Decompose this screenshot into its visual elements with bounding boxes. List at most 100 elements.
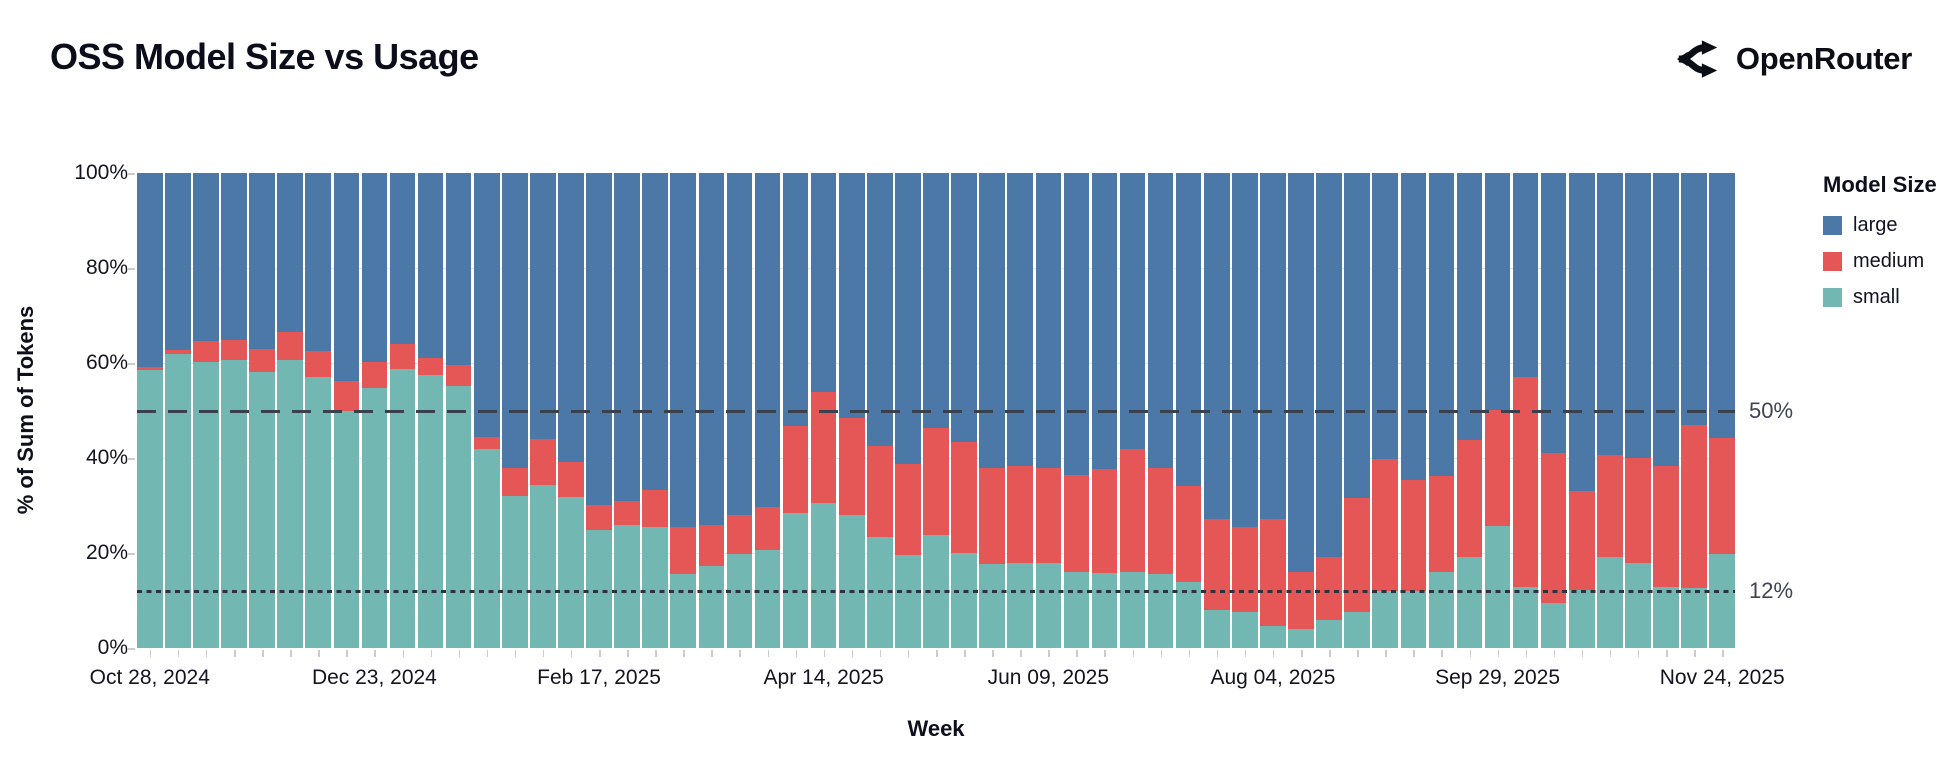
bar-week-30[interactable]	[951, 173, 977, 648]
bar-week-32[interactable]	[1007, 173, 1033, 648]
bar-week-34[interactable]	[1063, 173, 1090, 648]
bar-week-56[interactable]	[1681, 173, 1707, 648]
bar-week-24[interactable]	[782, 173, 809, 648]
segment-large	[333, 173, 360, 381]
bar-week-15[interactable]	[530, 173, 556, 648]
bar-week-57[interactable]	[1709, 173, 1735, 648]
bar-week-2[interactable]	[165, 173, 191, 648]
bar-week-51[interactable]	[1540, 173, 1567, 648]
bar-week-44[interactable]	[1344, 173, 1370, 648]
segment-medium	[445, 364, 472, 386]
bar-week-33[interactable]	[1035, 173, 1062, 648]
x-tick-mark	[879, 650, 882, 657]
segment-small	[333, 411, 360, 648]
segment-small	[698, 565, 725, 648]
segment-medium	[838, 418, 865, 515]
bar-week-3[interactable]	[193, 173, 219, 648]
segment-medium	[502, 468, 528, 496]
bar-week-23[interactable]	[754, 173, 781, 648]
segment-large	[445, 173, 472, 365]
segment-large	[1147, 173, 1174, 469]
segment-large	[923, 173, 949, 428]
bar-week-20[interactable]	[670, 173, 697, 648]
bar-week-13[interactable]	[473, 173, 500, 648]
legend-swatch-large	[1823, 216, 1842, 235]
segment-medium	[951, 441, 977, 553]
bar-week-28[interactable]	[895, 173, 921, 648]
segment-large	[754, 173, 781, 508]
bar-week-6[interactable]	[277, 173, 303, 648]
legend-swatch-small	[1823, 288, 1842, 307]
segment-small	[1625, 562, 1651, 648]
segment-large	[698, 173, 725, 525]
x-tick-mark	[1244, 650, 1247, 657]
bar-week-16[interactable]	[558, 173, 584, 648]
segment-small	[670, 574, 697, 648]
bar-week-27[interactable]	[867, 173, 893, 648]
bar-week-10[interactable]	[389, 173, 416, 648]
segment-small	[530, 485, 556, 648]
bar-week-5[interactable]	[249, 173, 275, 648]
segment-large	[895, 173, 921, 465]
bar-week-41[interactable]	[1260, 173, 1286, 648]
segment-large	[473, 173, 500, 437]
bar-week-1[interactable]	[137, 173, 163, 648]
bar-week-31[interactable]	[979, 173, 1005, 648]
bar-week-37[interactable]	[1147, 173, 1174, 648]
bar-week-22[interactable]	[726, 173, 753, 648]
segment-medium	[1540, 453, 1567, 604]
openrouter-logo[interactable]: OpenRouter	[1676, 36, 1912, 82]
bar-week-42[interactable]	[1288, 173, 1314, 648]
bar-week-43[interactable]	[1316, 173, 1342, 648]
segment-medium	[249, 349, 275, 372]
bar-week-35[interactable]	[1091, 173, 1118, 648]
x-tick-mark	[851, 650, 854, 657]
segment-large	[558, 173, 584, 462]
x-tick-label-Aug 04, 2025: Aug 04, 2025	[1210, 666, 1336, 689]
segment-large	[1653, 173, 1679, 466]
bar-week-39[interactable]	[1203, 173, 1230, 648]
bar-week-21[interactable]	[698, 173, 725, 648]
segment-medium	[1456, 439, 1483, 558]
x-tick-mark	[964, 650, 966, 657]
segment-large	[838, 173, 865, 419]
bar-week-48[interactable]	[1456, 173, 1483, 648]
bar-week-4[interactable]	[221, 173, 247, 648]
bar-week-14[interactable]	[502, 173, 528, 648]
bar-week-55[interactable]	[1653, 173, 1679, 648]
bar-week-7[interactable]	[305, 173, 332, 648]
bar-week-26[interactable]	[838, 173, 865, 648]
x-tick-mark	[1272, 650, 1275, 657]
bar-week-47[interactable]	[1428, 173, 1455, 648]
legend-item-large: large	[1823, 214, 1937, 237]
bar-week-19[interactable]	[642, 173, 668, 648]
segment-medium	[754, 507, 781, 551]
x-tick-mark	[1048, 650, 1050, 657]
bar-week-9[interactable]	[361, 173, 388, 648]
segment-medium	[867, 445, 893, 538]
bar-week-8[interactable]	[333, 173, 360, 648]
x-tick-mark	[767, 650, 770, 657]
y-tick-mark	[128, 458, 135, 460]
bar-week-18[interactable]	[614, 173, 640, 648]
refline-label-50%: 50%	[1749, 397, 1794, 423]
bar-week-49[interactable]	[1484, 173, 1511, 648]
bar-week-12[interactable]	[445, 173, 472, 648]
x-tick-label-Oct 28, 2024: Oct 28, 2024	[89, 666, 210, 689]
x-tick-mark	[1525, 650, 1528, 657]
bar-week-17[interactable]	[586, 173, 612, 648]
x-tick-mark	[795, 650, 798, 657]
segment-medium	[895, 464, 921, 555]
bar-week-36[interactable]	[1119, 173, 1146, 648]
x-tick-mark	[1385, 650, 1387, 657]
x-tick-mark	[234, 650, 236, 657]
segment-medium	[417, 357, 444, 375]
x-tick-mark	[1666, 650, 1668, 657]
bar-week-11[interactable]	[417, 173, 444, 648]
bar-week-40[interactable]	[1232, 173, 1258, 648]
bar-week-52[interactable]	[1568, 173, 1595, 648]
bar-week-38[interactable]	[1175, 173, 1202, 648]
segment-medium	[614, 501, 640, 525]
bar-week-46[interactable]	[1400, 173, 1427, 648]
bar-week-53[interactable]	[1597, 173, 1623, 648]
